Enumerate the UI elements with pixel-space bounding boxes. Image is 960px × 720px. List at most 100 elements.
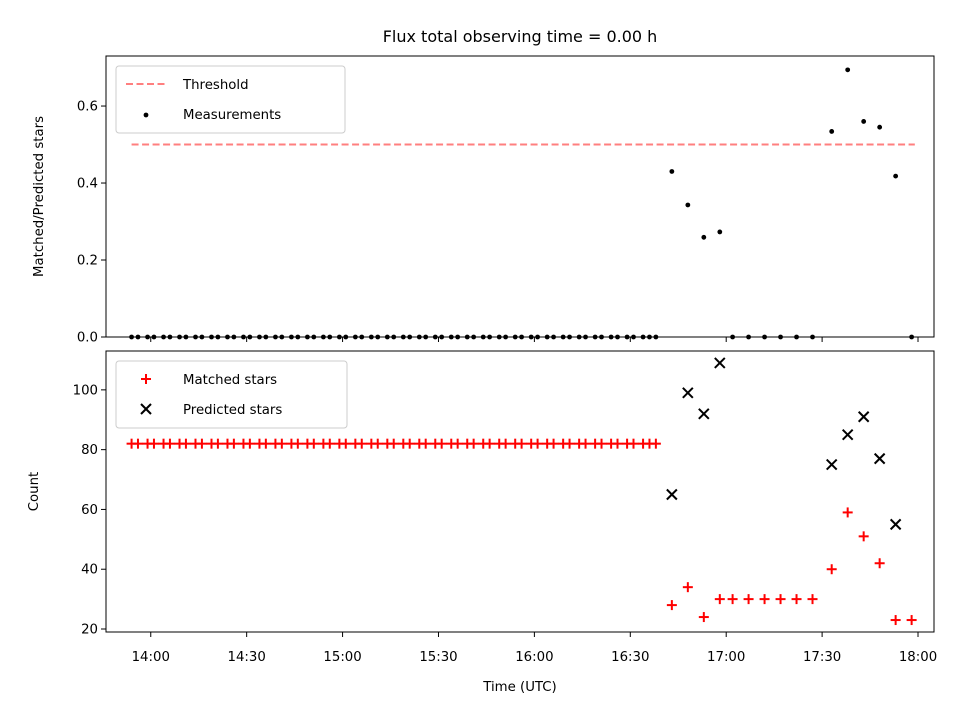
- matched-point: [148, 438, 159, 449]
- matched-point: [500, 438, 511, 449]
- matched-point: [759, 594, 770, 605]
- y-tick-label: 80: [81, 443, 98, 458]
- measurement-point: [893, 173, 899, 179]
- x-tick-label: 16:00: [515, 650, 553, 665]
- matched-point: [244, 438, 255, 449]
- matched-point: [743, 594, 754, 605]
- matched-point: [388, 438, 399, 449]
- matched-point: [826, 564, 837, 575]
- measurement-point: [685, 202, 691, 208]
- matched-point: [132, 438, 143, 449]
- matched-point: [890, 615, 901, 626]
- predicted-point: [698, 408, 710, 420]
- panel-count: 20 40 60 80 100 14:00 14:30 15:00 15:30 16:00 16:…: [27, 350, 937, 695]
- matched-point: [292, 438, 303, 449]
- matched-point: [628, 438, 639, 449]
- y-tick-label: 100: [73, 383, 98, 398]
- predicted-point: [889, 518, 902, 531]
- y-tick-label: 40: [81, 563, 98, 578]
- matched-point: [727, 594, 738, 605]
- predicted-point: [825, 458, 838, 471]
- matched-point: [596, 438, 607, 449]
- matched-point: [682, 582, 693, 593]
- matched-point: [858, 531, 869, 542]
- count-ylabel: Count: [27, 472, 42, 512]
- x-tick-label: 17:00: [707, 650, 745, 665]
- matched-point: [698, 612, 709, 623]
- legend-matched-swatch: [141, 374, 151, 384]
- measurement-point: [829, 129, 835, 134]
- predicted-point: [714, 357, 726, 369]
- legend-threshold-label: Threshold: [182, 78, 249, 93]
- matched-point: [666, 600, 677, 611]
- ratio-xticks: [150, 337, 919, 342]
- y-tick-label: 0.6: [77, 100, 98, 115]
- count-legend-box: [115, 360, 348, 429]
- matched-point: [468, 438, 479, 449]
- ratio-axes-frame: [105, 55, 935, 338]
- matched-point: [420, 438, 431, 449]
- ratio-legend-box: [115, 65, 346, 134]
- x-tick-label: 18:00: [899, 650, 937, 665]
- matched-point: [340, 438, 351, 449]
- y-tick-label: 20: [81, 623, 98, 638]
- measurement-point: [717, 229, 723, 235]
- matched-point: [532, 438, 543, 449]
- legend-matched-marker: [141, 374, 151, 384]
- ratio-legend: Threshold Measurements: [115, 65, 346, 134]
- matched-point: [180, 438, 191, 449]
- measurement-point: [861, 119, 867, 124]
- y-tick-label: 0.2: [77, 254, 98, 269]
- predicted-point: [682, 387, 694, 399]
- matched-point: [356, 438, 367, 449]
- legend-predicted-label: Predicted stars: [183, 403, 282, 418]
- chart-title: Flux total observing time = 0.00 h: [383, 27, 658, 46]
- count-xticks: 14:00 14:30 15:00 15:30 16:00 16:30 17:00 17:30…: [132, 632, 937, 665]
- matched-point: [842, 507, 853, 518]
- x-axis-label: Time (UTC): [482, 680, 557, 695]
- predicted-point: [666, 488, 678, 501]
- x-tick-label: 16:30: [611, 650, 649, 665]
- x-tick-label: 15:30: [419, 650, 457, 665]
- legend-predicted-marker: [140, 403, 152, 415]
- ratio-ygrid-ticks: 0.0 0.2 0.4 0.6: [77, 100, 106, 346]
- matched-point: [164, 438, 175, 449]
- matched-point: [212, 438, 223, 449]
- matched-point: [484, 438, 495, 449]
- legend-measurements-swatch: [143, 112, 149, 118]
- count-axes-frame: [105, 350, 935, 633]
- count-legend: Matched stars Predicted stars: [115, 360, 348, 429]
- x-tick-label: 14:30: [228, 650, 266, 665]
- legend-predicted-swatch: [140, 403, 152, 415]
- matched-point: [906, 615, 917, 626]
- matched-point: [791, 594, 802, 605]
- matched-point: [714, 594, 725, 605]
- measurement-point: [845, 67, 851, 73]
- matched-point: [452, 438, 463, 449]
- matched-points: [126, 438, 917, 626]
- matched-point: [807, 594, 818, 605]
- y-tick-label: 0.0: [77, 331, 98, 346]
- matched-point: [612, 438, 623, 449]
- x-tick-label: 15:00: [323, 650, 361, 665]
- predicted-point: [841, 428, 854, 441]
- matched-point: [874, 558, 885, 569]
- y-tick-label: 0.4: [77, 177, 98, 192]
- measurement-point: [877, 124, 883, 130]
- measurement-point: [701, 234, 707, 240]
- predicted-point: [873, 452, 886, 465]
- matched-point: [650, 438, 661, 449]
- matched-point: [436, 438, 447, 449]
- panel-ratio: 0.0 0.2 0.4 0.6 Matched/Predicted stars Thr…: [32, 55, 935, 346]
- matched-point: [260, 438, 271, 449]
- ratio-ylabel: Matched/Predicted stars: [32, 116, 47, 277]
- matched-point: [308, 438, 319, 449]
- x-tick-label: 17:30: [803, 650, 841, 665]
- legend-matched-label: Matched stars: [183, 373, 277, 388]
- x-tick-label: 14:00: [132, 650, 170, 665]
- y-tick-label: 60: [81, 503, 98, 518]
- predicted-points: [666, 357, 902, 531]
- matched-point: [372, 438, 383, 449]
- matched-point: [404, 438, 415, 449]
